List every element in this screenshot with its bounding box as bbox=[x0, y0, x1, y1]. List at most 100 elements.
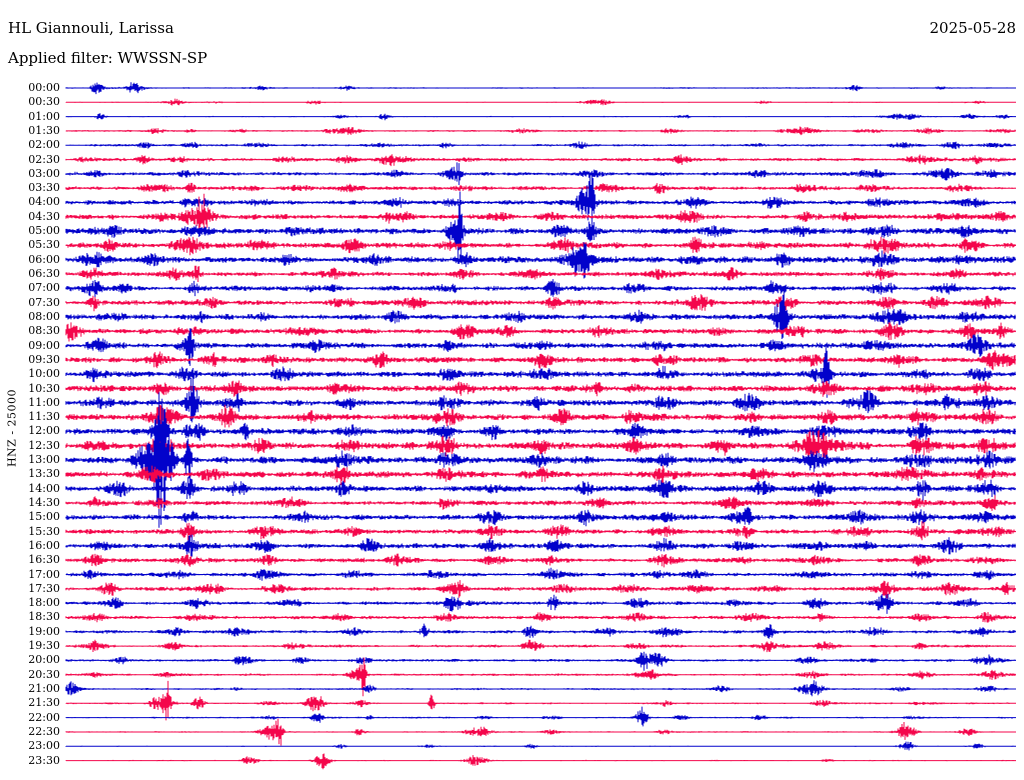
time-label-1130: 11:30 bbox=[28, 410, 60, 424]
time-label-1000: 10:00 bbox=[28, 367, 60, 381]
time-label-1730: 17:30 bbox=[28, 581, 60, 595]
trace-row-0130 bbox=[65, 126, 1016, 136]
trace-row-1900 bbox=[65, 623, 1016, 639]
time-label-1600: 16:00 bbox=[28, 538, 60, 552]
trace-row-0700 bbox=[65, 279, 1016, 298]
time-label-1930: 19:30 bbox=[28, 639, 60, 653]
trace-row-1730 bbox=[65, 580, 1016, 599]
trace-row-1300 bbox=[65, 392, 1016, 528]
trace-row-1830 bbox=[65, 612, 1016, 623]
time-label-1100: 11:00 bbox=[28, 395, 60, 409]
trace-row-2200 bbox=[65, 706, 1016, 727]
time-label-0230: 02:30 bbox=[28, 152, 60, 166]
time-label-2330: 23:30 bbox=[28, 753, 60, 767]
time-label-0430: 04:30 bbox=[28, 209, 60, 223]
station-title: HL Giannouli, Larissa bbox=[8, 19, 174, 37]
time-label-0700: 07:00 bbox=[28, 281, 60, 295]
time-label-0330: 03:30 bbox=[28, 181, 60, 195]
trace-row-0400 bbox=[65, 170, 1016, 236]
trace-row-0900 bbox=[65, 328, 1016, 366]
time-label-0300: 03:00 bbox=[28, 166, 60, 180]
time-label-1900: 19:00 bbox=[28, 624, 60, 638]
time-label-1300: 13:00 bbox=[28, 453, 60, 467]
trace-row-0100 bbox=[65, 113, 1016, 121]
trace-row-0500 bbox=[65, 191, 1016, 263]
time-label-0100: 01:00 bbox=[28, 109, 60, 123]
time-label-2100: 21:00 bbox=[28, 682, 60, 696]
trace-row-0600 bbox=[65, 242, 1016, 279]
time-label-1800: 18:00 bbox=[28, 596, 60, 610]
trace-row-0030 bbox=[65, 98, 1016, 106]
time-label-0900: 09:00 bbox=[28, 338, 60, 352]
trace-row-0530 bbox=[65, 236, 1016, 256]
trace-row-1230 bbox=[65, 430, 1016, 462]
time-label-0730: 07:30 bbox=[28, 295, 60, 309]
time-label-1830: 18:30 bbox=[28, 610, 60, 624]
trace-row-0430 bbox=[65, 193, 1016, 234]
time-label-1430: 14:30 bbox=[28, 495, 60, 509]
time-label-1030: 10:30 bbox=[28, 381, 60, 395]
trace-row-2300 bbox=[65, 741, 1016, 751]
trace-row-1800 bbox=[65, 593, 1016, 614]
trace-row-1100 bbox=[65, 368, 1016, 423]
time-label-2300: 23:00 bbox=[28, 739, 60, 753]
time-label-1330: 13:30 bbox=[28, 467, 60, 481]
time-label-0500: 05:00 bbox=[28, 224, 60, 238]
time-label-0130: 01:30 bbox=[28, 123, 60, 137]
date-label: 2025-05-28 bbox=[929, 19, 1016, 37]
trace-row-1400 bbox=[65, 477, 1016, 501]
time-label-2000: 20:00 bbox=[28, 653, 60, 667]
trace-row-2030 bbox=[65, 657, 1016, 697]
trace-row-1430 bbox=[65, 495, 1016, 511]
time-label-1200: 12:00 bbox=[28, 424, 60, 438]
trace-row-1000 bbox=[65, 347, 1016, 398]
trace-row-1930 bbox=[65, 639, 1016, 653]
trace-row-0000 bbox=[65, 82, 1016, 95]
trace-row-1030 bbox=[65, 380, 1016, 397]
time-label-1530: 15:30 bbox=[28, 524, 60, 538]
trace-row-0300 bbox=[65, 162, 1016, 185]
time-label-0800: 08:00 bbox=[28, 309, 60, 323]
time-label-0930: 09:30 bbox=[28, 352, 60, 366]
time-label-1230: 12:30 bbox=[28, 438, 60, 452]
time-label-1400: 14:00 bbox=[28, 481, 60, 495]
time-label-0400: 04:00 bbox=[28, 195, 60, 209]
trace-row-1500 bbox=[65, 506, 1016, 527]
trace-row-2130 bbox=[65, 680, 1016, 721]
trace-row-0800 bbox=[65, 285, 1016, 339]
trace-row-1630 bbox=[65, 553, 1016, 568]
trace-row-2000 bbox=[65, 651, 1016, 671]
trace-row-1130 bbox=[65, 404, 1016, 428]
time-label-0000: 00:00 bbox=[28, 81, 60, 94]
time-label-1700: 17:00 bbox=[28, 567, 60, 581]
time-label-2200: 22:00 bbox=[28, 710, 60, 724]
time-label-0600: 06:00 bbox=[28, 252, 60, 266]
trace-row-0630 bbox=[65, 265, 1016, 282]
trace-row-0930 bbox=[65, 350, 1016, 371]
trace-row-2230 bbox=[65, 718, 1016, 746]
trace-row-2100 bbox=[65, 680, 1016, 697]
trace-row-0830 bbox=[65, 322, 1016, 342]
applied-filter-label: Applied filter: WWSSN-SP bbox=[8, 49, 208, 67]
time-label-0830: 08:30 bbox=[28, 324, 60, 338]
trace-row-2330 bbox=[65, 753, 1016, 770]
time-label-0530: 05:30 bbox=[28, 238, 60, 252]
trace-row-0200 bbox=[65, 141, 1016, 150]
trace-row-1700 bbox=[65, 567, 1016, 581]
trace-row-1330 bbox=[65, 465, 1016, 485]
time-label-0200: 02:00 bbox=[28, 138, 60, 152]
time-label-0630: 06:30 bbox=[28, 267, 60, 281]
time-label-1630: 16:30 bbox=[28, 553, 60, 567]
time-label-2130: 21:30 bbox=[28, 696, 60, 710]
trace-row-1530 bbox=[65, 521, 1016, 541]
trace-row-1600 bbox=[65, 534, 1016, 559]
time-label-0030: 00:30 bbox=[28, 95, 60, 109]
trace-row-1200 bbox=[65, 408, 1016, 462]
time-label-2030: 20:30 bbox=[28, 667, 60, 681]
trace-row-0330 bbox=[65, 182, 1016, 194]
trace-row-0730 bbox=[65, 294, 1016, 312]
time-label-1500: 15:00 bbox=[28, 510, 60, 524]
trace-row-0230 bbox=[65, 154, 1016, 167]
